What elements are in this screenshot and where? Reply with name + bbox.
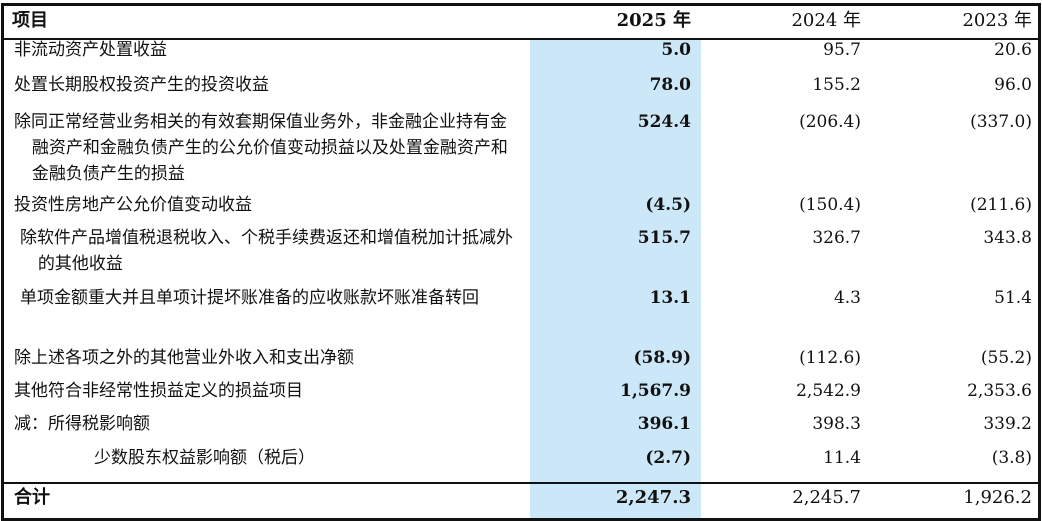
- row-label: 非流动资产处置收益: [14, 37, 519, 63]
- value-2024: 326.7: [812, 228, 861, 248]
- row-label: 减：所得税影响额: [14, 411, 519, 437]
- row-label: 投资性房地产公允价值变动收益: [14, 192, 519, 218]
- row-label: 少数股东权益影响额（税后）: [94, 445, 519, 471]
- row-label: 单项金额重大并且单项计提坏账准备的应收账款坏账准备转回: [20, 285, 519, 311]
- value-2023: (337.0): [970, 112, 1032, 132]
- value-2024: 155.2: [812, 75, 861, 95]
- value-2024: 2,542.9: [796, 381, 861, 401]
- row-label-text: 减：所得税影响额: [14, 414, 150, 434]
- row-label-text: 除同正常经营业务相关的有效套期保值业务外，非金融企业持有金融资产和金融负债产生的…: [14, 112, 508, 184]
- row-label-text: 除上述各项之外的其他营业外收入和支出净额: [14, 348, 354, 368]
- value-2025: (58.9): [633, 348, 692, 368]
- row-label-text: 非流动资产处置收益: [14, 40, 167, 60]
- total-2023: 1,926.2: [963, 487, 1032, 508]
- value-2024: (150.4): [799, 195, 861, 215]
- value-2023: 20.6: [994, 40, 1032, 60]
- row-label: 除软件产品增值税退税收入、个税手续费返还和增值税加计抵减外的其他收益: [20, 225, 519, 277]
- header-item: 项目: [12, 10, 48, 31]
- value-2023: 96.0: [994, 75, 1032, 95]
- value-2025: 1,567.9: [620, 381, 691, 401]
- header-2023: 2023 年: [962, 10, 1032, 31]
- row-label: 其他符合非经常性损益定义的损益项目: [14, 378, 519, 404]
- value-2025: 515.7: [637, 228, 691, 248]
- table-header: 项目 2025 年 2024 年 2023 年: [4, 8, 1038, 38]
- row-label-text: 处置长期股权投资产生的投资收益: [14, 75, 269, 95]
- value-2025: (2.7): [645, 448, 691, 468]
- total-label: 合计: [14, 487, 50, 508]
- header-2024: 2024 年: [791, 10, 861, 31]
- value-2025: 78.0: [649, 75, 691, 95]
- value-2024: 4.3: [833, 288, 861, 308]
- value-2024: 398.3: [812, 414, 861, 434]
- row-label: 处置长期股权投资产生的投资收益: [14, 72, 519, 98]
- value-2023: 343.8: [983, 228, 1032, 248]
- value-2025: 396.1: [637, 414, 691, 434]
- value-2025: 524.4: [637, 112, 691, 132]
- total-2025: 2,247.3: [615, 487, 691, 508]
- highlight-column-2025: [530, 40, 701, 518]
- header-2025: 2025 年: [616, 10, 691, 31]
- value-2023: 51.4: [994, 288, 1032, 308]
- value-2024: 95.7: [823, 40, 861, 60]
- row-label-text: 除软件产品增值税退税收入、个税手续费返还和增值税加计抵减外的其他收益: [20, 228, 513, 274]
- value-2024: 11.4: [823, 448, 861, 468]
- header-divider: [4, 38, 1038, 40]
- row-label: 除同正常经营业务相关的有效套期保值业务外，非金融企业持有金融资产和金融负债产生的…: [14, 109, 519, 187]
- value-2023: (55.2): [980, 348, 1032, 368]
- row-label-text: 少数股东权益影响额（税后）: [94, 448, 315, 468]
- total-2024: 2,245.7: [792, 487, 861, 508]
- value-2023: 2,353.6: [967, 381, 1032, 401]
- row-label-text: 其他符合非经常性损益定义的损益项目: [14, 381, 303, 401]
- table: 项目 2025 年 2024 年 2023 年 非流动资产处置收益 5.0 95…: [1, 3, 1041, 521]
- value-2023: (3.8): [991, 448, 1032, 468]
- value-2024: (206.4): [799, 112, 861, 132]
- row-label-text: 单项金额重大并且单项计提坏账准备的应收账款坏账准备转回: [20, 288, 479, 308]
- value-2024: (112.6): [799, 348, 861, 368]
- row-label: 除上述各项之外的其他营业外收入和支出净额: [14, 345, 519, 371]
- total-divider: [4, 482, 1038, 484]
- value-2025: 13.1: [649, 288, 691, 308]
- row-label-text: 投资性房地产公允价值变动收益: [14, 195, 252, 215]
- value-2023: 339.2: [983, 414, 1032, 434]
- value-2025: (4.5): [645, 195, 691, 215]
- value-2025: 5.0: [661, 40, 691, 60]
- value-2023: (211.6): [970, 195, 1032, 215]
